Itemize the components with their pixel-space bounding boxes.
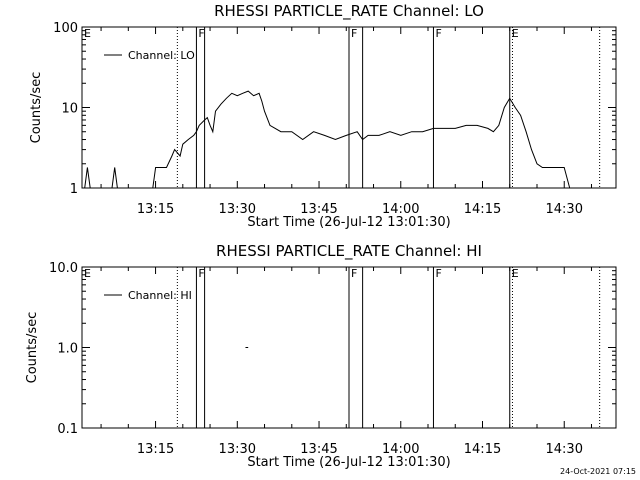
flag-label: F [351, 27, 357, 40]
x-axis-label: Start Time (26-Jul-12 13:01:30) [247, 215, 450, 230]
legend-label: Channel: HI [128, 289, 192, 302]
chart-title: RHESSI PARTICLE_RATE Channel: LO [214, 2, 484, 21]
y-tick-label: 100 [53, 21, 78, 36]
x-axis-label: Start Time (26-Jul-12 13:01:30) [247, 455, 450, 470]
x-tick-label: 14:00 [382, 202, 419, 217]
timestamp-label: 24-Oct-2021 07:15 [560, 467, 636, 476]
x-tick-label: 13:30 [219, 202, 256, 217]
x-tick-label: 13:30 [219, 442, 256, 457]
flag-label: F [351, 267, 357, 280]
x-tick-label: 13:45 [300, 202, 337, 217]
chart-panel-2: RHESSI PARTICLE_RATE Channel: HI Start Ti… [25, 242, 617, 470]
y-tick-label: 0.1 [57, 422, 78, 437]
x-tick-label: 14:30 [546, 442, 583, 457]
chart-title: RHESSI PARTICLE_RATE Channel: HI [216, 242, 482, 261]
legend-label: Channel: LO [128, 49, 195, 62]
y-tick-label: 1 [70, 182, 78, 197]
x-tick-label: 14:00 [382, 442, 419, 457]
x-tick-label: 14:30 [546, 202, 583, 217]
y-tick-label: 10 [61, 102, 78, 117]
chart-panel-1: RHESSI PARTICLE_RATE Channel: LO Start Ti… [29, 2, 617, 230]
y-tick-label: 1.0 [57, 342, 78, 357]
flag-label: F [435, 27, 441, 40]
x-tick-label: 13:45 [300, 442, 337, 457]
y-tick-label: 10.0 [49, 261, 78, 276]
y-axis-label: Counts/sec [29, 72, 44, 144]
x-tick-label: 13:15 [137, 202, 174, 217]
flag-label: F [435, 267, 441, 280]
flag-label: E [84, 27, 91, 40]
series-line [84, 90, 586, 189]
flag-label: F [198, 27, 204, 40]
y-axis-label: Counts/sec [25, 312, 40, 384]
flag-label: E [84, 267, 91, 280]
x-tick-label: 13:15 [137, 442, 174, 457]
flag-label: E [512, 27, 519, 40]
x-tick-label: 14:15 [464, 202, 501, 217]
x-tick-label: 14:15 [464, 442, 501, 457]
flag-label: F [198, 267, 204, 280]
flag-label: E [512, 267, 519, 280]
